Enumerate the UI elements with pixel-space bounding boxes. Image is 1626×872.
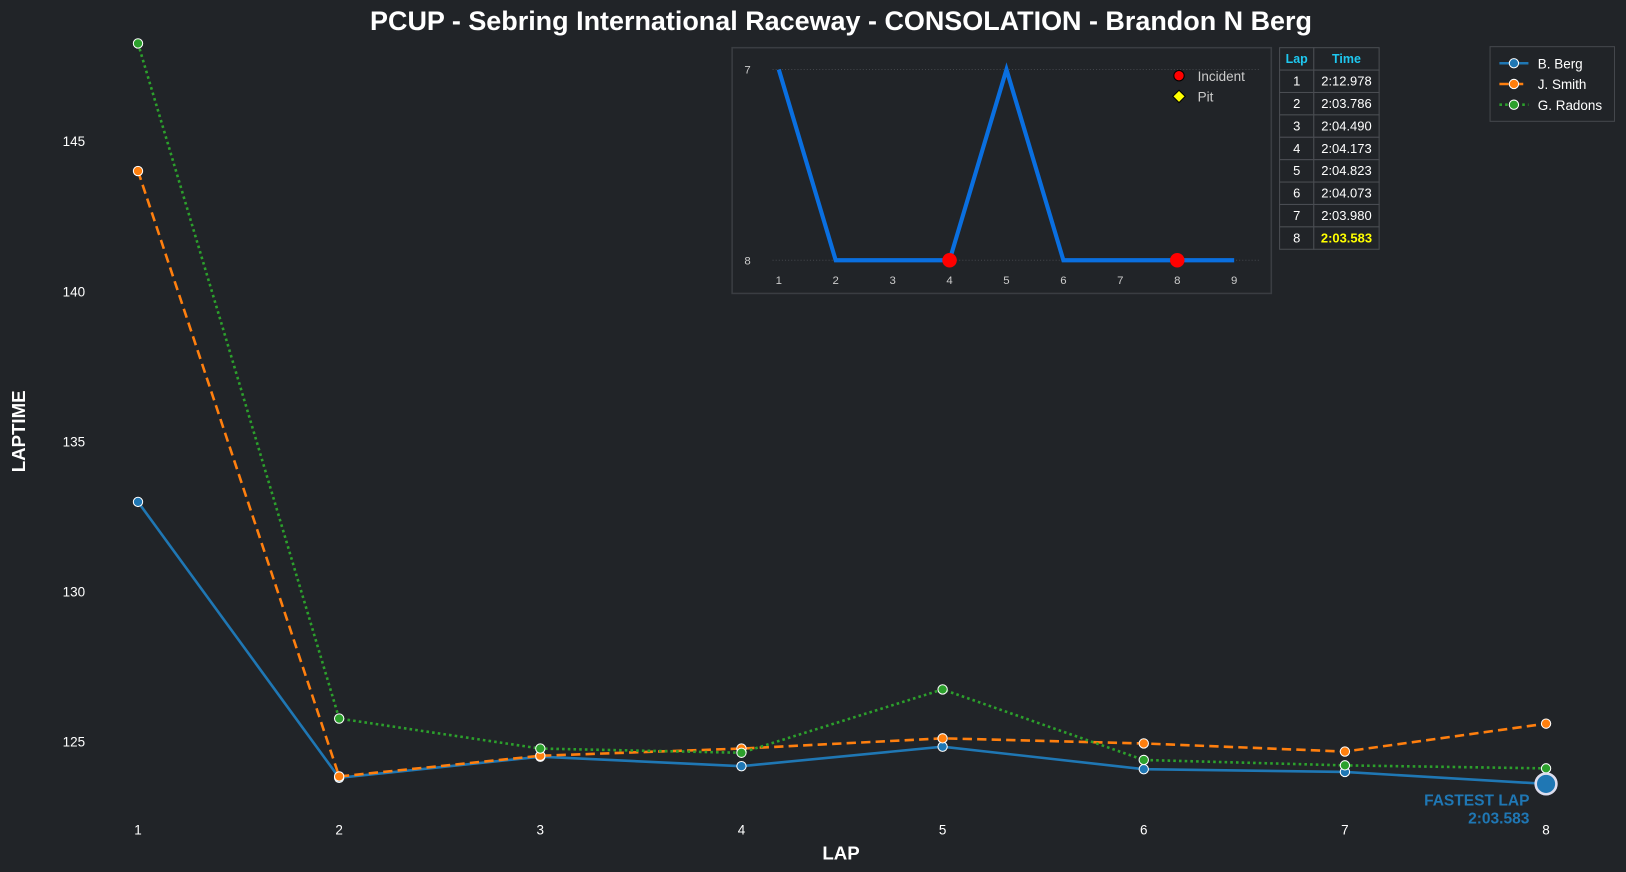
- data-point: [1339, 760, 1351, 771]
- table-cell: [1313, 226, 1380, 250]
- inset-x-tick: 6: [1060, 275, 1066, 287]
- legend-label: J. Smith: [1538, 77, 1587, 92]
- data-point: [333, 713, 345, 724]
- lap-number-cell: 1: [1293, 74, 1300, 89]
- x-tick-label: 7: [1341, 823, 1349, 838]
- lap-time-cell: 2:03.786: [1321, 96, 1371, 111]
- data-point: [132, 496, 144, 508]
- x-tick-label: 6: [1140, 823, 1148, 838]
- chart-title: PCUP - Sebring International Raceway - C…: [370, 6, 1312, 36]
- legend-label: B. Berg: [1538, 56, 1583, 71]
- incident-marker: [942, 252, 957, 268]
- data-point: [736, 760, 747, 772]
- x-tick-label: 1: [134, 823, 142, 838]
- legend: B. Berg J. Smith G. Radons: [1489, 46, 1616, 122]
- inset-x-tick: 8: [1174, 275, 1180, 287]
- lap-time-cell: 2:04.173: [1321, 141, 1371, 156]
- data-point: [736, 747, 747, 758]
- x-tick-label: 3: [537, 823, 545, 838]
- inset-x-tick: 9: [1231, 275, 1237, 287]
- data-point: [1138, 763, 1149, 775]
- legend-marker: [1508, 78, 1520, 90]
- x-axis-ticks: 1 2 3 4 5 6 7 8: [134, 823, 1550, 838]
- x-axis-label: LAP: [822, 843, 859, 864]
- series-line-j-smith: [136, 170, 1547, 778]
- lap-time-cell: 2:03.980: [1321, 208, 1371, 223]
- data-point: [937, 684, 948, 695]
- data-point: [1138, 754, 1149, 766]
- x-tick-label: 8: [1542, 823, 1550, 838]
- x-tick-label: 5: [939, 823, 947, 838]
- inset-x-tick: 1: [776, 275, 782, 287]
- lap-number-cell: 8: [1293, 230, 1300, 245]
- y-tick-label: 130: [63, 584, 85, 599]
- legend-marker: [1508, 58, 1520, 69]
- legend-marker: [1508, 99, 1520, 110]
- fastest-lap-label: FASTEST LAP: [1424, 793, 1529, 810]
- series-line-b-berg: [136, 501, 1547, 786]
- data-point: [535, 743, 546, 754]
- inset-x-tick: 2: [833, 275, 839, 287]
- table-header: Lap: [1286, 52, 1309, 66]
- data-point: [132, 165, 144, 177]
- lap-number-cell: 4: [1293, 141, 1300, 156]
- data-point: [1339, 746, 1351, 757]
- incident-legend-label: Incident: [1198, 69, 1245, 84]
- data-point: [1540, 718, 1552, 729]
- lap-number-cell: 5: [1293, 163, 1300, 178]
- inset-x-tick: 3: [889, 275, 895, 287]
- inset-y-tick: 8: [744, 255, 750, 267]
- table-header: Time: [1332, 52, 1361, 66]
- position-line: [776, 62, 1235, 263]
- lap-time-cell: 2:12.978: [1321, 74, 1371, 89]
- data-point: [1138, 738, 1149, 749]
- pit-legend-label: Pit: [1198, 90, 1214, 105]
- inset-x-tick: 5: [1003, 275, 1009, 287]
- y-axis-label: LAPTIME: [8, 390, 29, 472]
- y-tick-label: 135: [63, 434, 85, 449]
- lap-number-cell: 7: [1293, 208, 1300, 223]
- data-point: [132, 38, 144, 49]
- y-axis-ticks: 125 130 135 140 145: [63, 134, 85, 749]
- inset-x-tick: 4: [946, 275, 952, 287]
- lap-number-cell: 6: [1293, 186, 1300, 201]
- inset-x-tick: 7: [1117, 275, 1123, 287]
- inset-group: 7 8 1 2 3 4 5 6 7 8 9 Incident Pit: [731, 46, 1273, 295]
- lap-time-cell: 2:04.073: [1321, 186, 1371, 201]
- x-tick-label: 4: [738, 823, 746, 838]
- data-point: [333, 771, 345, 782]
- data-point: [1540, 763, 1552, 774]
- incident-marker: [1169, 252, 1185, 268]
- y-tick-label: 145: [63, 134, 85, 149]
- lap-time-cell: 2:04.823: [1321, 163, 1371, 178]
- lap-times-table: Lap Time 1 2:12.978 2 2:03.786 3 2:04.490 4 2:04.…: [1279, 47, 1380, 250]
- pit-legend-icon: [1172, 89, 1186, 104]
- lap-time-cell: 2:04.490: [1321, 118, 1371, 133]
- lap-number-cell: 3: [1293, 118, 1300, 133]
- x-tick-label: 2: [335, 823, 343, 838]
- inset-y-tick: 7: [744, 65, 750, 77]
- y-tick-label: 140: [63, 284, 85, 299]
- incident-legend-icon: [1173, 69, 1185, 82]
- lap-number-cell: 2: [1293, 96, 1300, 111]
- legend-label: G. Radons: [1538, 98, 1603, 113]
- series-line-g-radons: [136, 43, 1547, 770]
- data-point: [937, 733, 948, 744]
- lap-time-cell: 2:03.583: [1321, 230, 1372, 245]
- y-tick-label: 125: [63, 735, 85, 750]
- fastest-lap-time: 2:03.583: [1468, 810, 1530, 827]
- fastest-lap-marker: [1534, 772, 1558, 796]
